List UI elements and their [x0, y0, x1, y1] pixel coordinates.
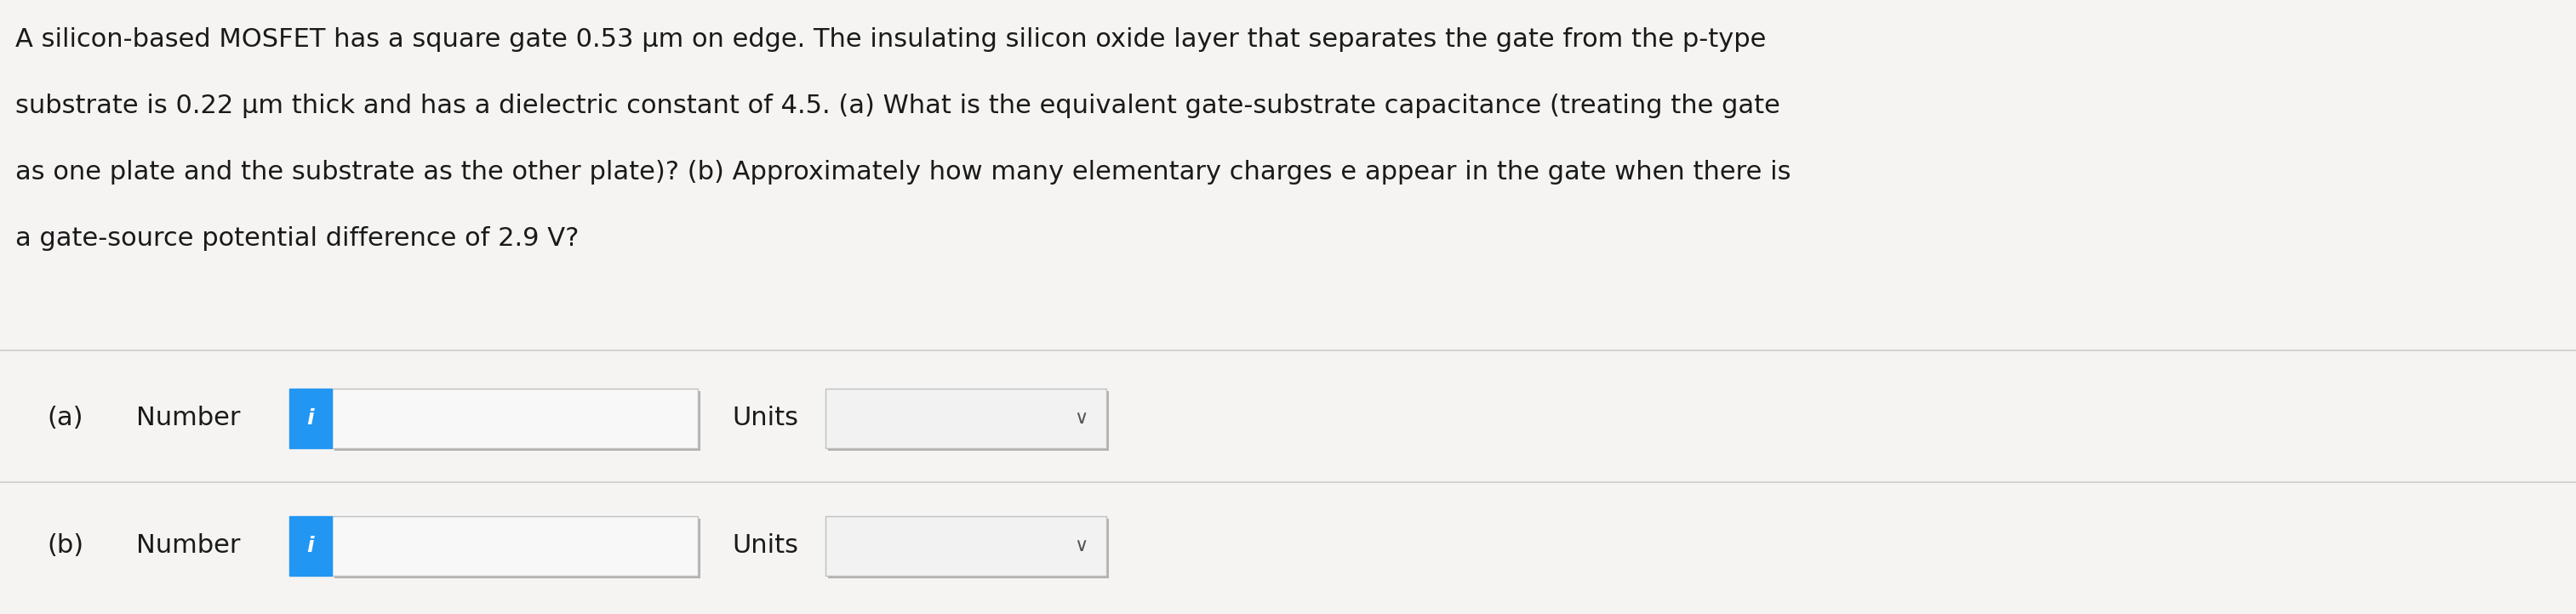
Text: (a): (a): [46, 406, 82, 431]
FancyBboxPatch shape: [289, 516, 332, 576]
FancyBboxPatch shape: [824, 516, 1105, 576]
Text: i: i: [307, 408, 314, 429]
Text: A silicon-based MOSFET has a square gate 0.53 μm on edge. The insulating silicon: A silicon-based MOSFET has a square gate…: [15, 27, 1767, 52]
FancyBboxPatch shape: [824, 389, 1105, 448]
FancyBboxPatch shape: [332, 516, 698, 576]
FancyBboxPatch shape: [335, 391, 701, 451]
FancyBboxPatch shape: [827, 391, 1108, 451]
FancyBboxPatch shape: [332, 389, 698, 448]
Text: a gate-source potential difference of 2.9 V?: a gate-source potential difference of 2.…: [15, 226, 580, 251]
Text: substrate is 0.22 μm thick and has a dielectric constant of 4.5. (a) What is the: substrate is 0.22 μm thick and has a die…: [15, 93, 1780, 119]
FancyBboxPatch shape: [335, 519, 701, 578]
Text: ∨: ∨: [1074, 537, 1087, 554]
Text: ∨: ∨: [1074, 410, 1087, 427]
Text: as one plate and the substrate as the other plate)? (b) Approximately how many e: as one plate and the substrate as the ot…: [15, 160, 1790, 185]
Text: Number: Number: [137, 406, 240, 431]
FancyBboxPatch shape: [827, 519, 1108, 578]
FancyBboxPatch shape: [0, 351, 2576, 614]
Text: Number: Number: [137, 534, 240, 558]
Text: (b): (b): [46, 534, 82, 558]
FancyBboxPatch shape: [289, 389, 332, 448]
Text: i: i: [307, 536, 314, 556]
FancyBboxPatch shape: [0, 0, 2576, 351]
Text: Units: Units: [732, 534, 799, 558]
Text: Units: Units: [732, 406, 799, 431]
